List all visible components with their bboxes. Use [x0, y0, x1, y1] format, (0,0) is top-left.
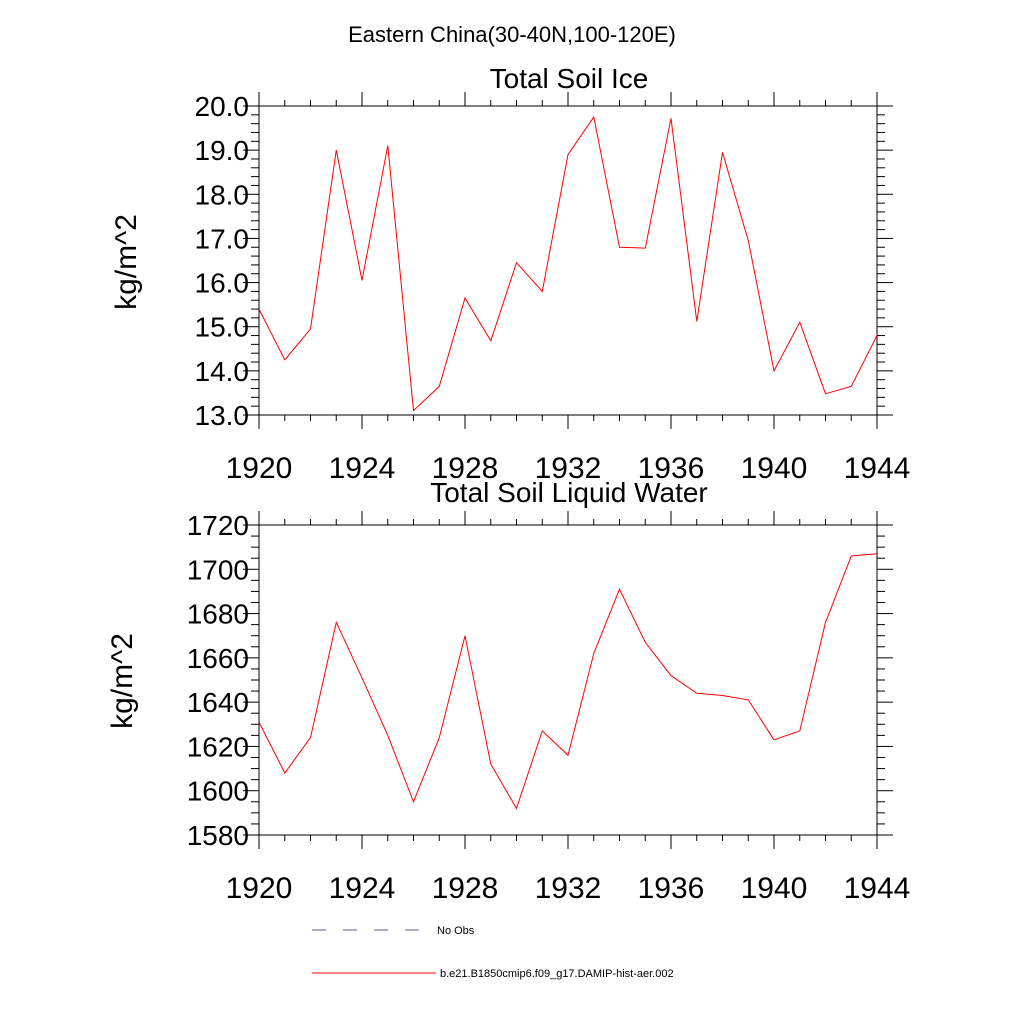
- soil-ice-xtick-label: 1936: [638, 452, 705, 485]
- soil-water-data-point: [361, 677, 363, 679]
- soil-water-title: Total Soil Liquid Water: [430, 477, 708, 508]
- soil-ice-data-point: [747, 239, 749, 241]
- soil-ice-ytick-label: 19.0: [195, 135, 250, 166]
- soil-water-data-point: [721, 694, 723, 696]
- soil-ice-data-point: [490, 340, 492, 342]
- soil-ice-ylabel: kg/m^2: [110, 214, 143, 310]
- soil-water-plot-frame: [258, 524, 878, 836]
- figure-title: Eastern China(30-40N,100-120E): [348, 22, 676, 47]
- soil-water-data-point: [515, 807, 517, 809]
- soil-ice-data-point: [258, 308, 260, 310]
- soil-ice-xtick-label: 1928: [432, 452, 499, 485]
- soil-water-ytick-label: 1700: [187, 554, 249, 585]
- soil-ice-data-point: [515, 262, 517, 264]
- legend: No Obs b.e21.B1850cmip6.f09_g17.DAMIP-hi…: [312, 925, 674, 980]
- soil-ice-data-point: [541, 290, 543, 292]
- soil-ice-data-point: [387, 145, 389, 147]
- soil-water-data-point: [824, 621, 826, 623]
- soil-water-data-point: [618, 588, 620, 590]
- soil-water-data-point: [876, 553, 878, 555]
- soil-ice-data-point: [593, 116, 595, 118]
- soil-water-data-point: [799, 730, 801, 732]
- soil-ice-plot-frame: [258, 105, 878, 416]
- soil-ice-data-point: [876, 334, 878, 336]
- soil-water-data-point: [670, 674, 672, 676]
- legend-series-label: b.e21.B1850cmip6.f09_g17.DAMIP-hist-aer.…: [440, 968, 674, 980]
- soil-water-ytick-label: 1720: [187, 510, 249, 541]
- soil-ice-data-point: [412, 409, 414, 411]
- soil-ice-data-point: [850, 385, 852, 387]
- soil-ice-ytick-label: 13.0: [195, 400, 250, 431]
- soil-ice-data-point: [696, 320, 698, 322]
- soil-water-xtick-label: 1936: [638, 872, 705, 905]
- soil-water-data-point: [309, 736, 311, 738]
- soil-ice-xtick-label: 1940: [741, 452, 808, 485]
- soil-water-data-point: [567, 754, 569, 756]
- soil-water-data-point: [593, 652, 595, 654]
- soil-water-ytick-label: 1600: [187, 776, 249, 807]
- soil-ice-ytick-label: 20.0: [195, 91, 250, 122]
- soil-water-data-point: [773, 739, 775, 741]
- soil-ice-xtick-label: 1932: [535, 452, 602, 485]
- soil-ice-xtick-label: 1944: [844, 452, 911, 485]
- soil-water-data-point: [335, 621, 337, 623]
- soil-water-xtick-label: 1920: [226, 872, 293, 905]
- soil-ice-data-point: [670, 117, 672, 119]
- soil-ice-data-point: [567, 153, 569, 155]
- soil-water-ytick-label: 1680: [187, 599, 249, 630]
- soil-ice-ytick-label: 18.0: [195, 179, 250, 210]
- soil-water-xtick-label: 1932: [535, 872, 602, 905]
- soil-water-ylabel: kg/m^2: [106, 633, 139, 729]
- soil-water-data-point: [387, 734, 389, 736]
- soil-water-xtick-label: 1940: [741, 872, 808, 905]
- soil-water-ytick-label: 1640: [187, 687, 249, 718]
- soil-water-data-point: [850, 555, 852, 557]
- soil-ice-data-point: [438, 385, 440, 387]
- soil-ice-series-line: [258, 115, 878, 412]
- soil-ice-title: Total Soil Ice: [490, 63, 649, 94]
- soil-ice-ytick-label: 14.0: [195, 356, 250, 387]
- soil-water-data-point: [284, 772, 286, 774]
- soil-ice-data-point: [361, 279, 363, 281]
- soil-water-data-point: [696, 692, 698, 694]
- soil-ice-data-point: [773, 370, 775, 372]
- soil-ice-data-point: [284, 359, 286, 361]
- soil-water-data-point: [747, 699, 749, 701]
- soil-water-ytick-label: 1660: [187, 643, 249, 674]
- soil-water-xtick-label: 1928: [432, 872, 499, 905]
- soil-ice-data-point: [618, 246, 620, 248]
- soil-ice-ytick-label: 16.0: [195, 268, 250, 299]
- soil-water-data-point: [464, 635, 466, 637]
- soil-water-data-point: [438, 736, 440, 738]
- soil-water-ytick-label: 1580: [187, 820, 249, 851]
- soil-water-data-point: [490, 763, 492, 765]
- soil-ice-data-point: [464, 297, 466, 299]
- soil-water-panel: Total Soil Liquid Water kg/m^2 1920 1924 1…: [106, 477, 910, 905]
- soil-ice-data-point: [644, 247, 646, 249]
- soil-water-data-point: [644, 641, 646, 643]
- soil-ice-ytick-label: 15.0: [195, 312, 250, 343]
- soil-water-xtick-label: 1944: [844, 872, 911, 905]
- soil-water-series-line: [258, 553, 878, 810]
- soil-ice-data-point: [335, 149, 337, 151]
- soil-ice-data-point: [309, 328, 311, 330]
- soil-ice-xtick-label: 1920: [226, 452, 293, 485]
- soil-water-data-point: [541, 730, 543, 732]
- soil-water-data-point: [412, 801, 414, 803]
- soil-water-ytick-label: 1620: [187, 731, 249, 762]
- soil-ice-xtick-label: 1924: [329, 452, 396, 485]
- soil-water-xtick-label: 1924: [329, 872, 396, 905]
- soil-ice-data-point: [799, 321, 801, 323]
- soil-water-data-point: [258, 721, 260, 723]
- soil-ice-data-point: [824, 393, 826, 395]
- legend-no-obs-label: No Obs: [437, 925, 475, 937]
- soil-ice-data-point: [721, 151, 723, 153]
- soil-ice-panel: Total Soil Ice kg/m^2 1920 1924 1928 1932 19…: [110, 63, 910, 485]
- soil-ice-ytick-label: 17.0: [195, 223, 250, 254]
